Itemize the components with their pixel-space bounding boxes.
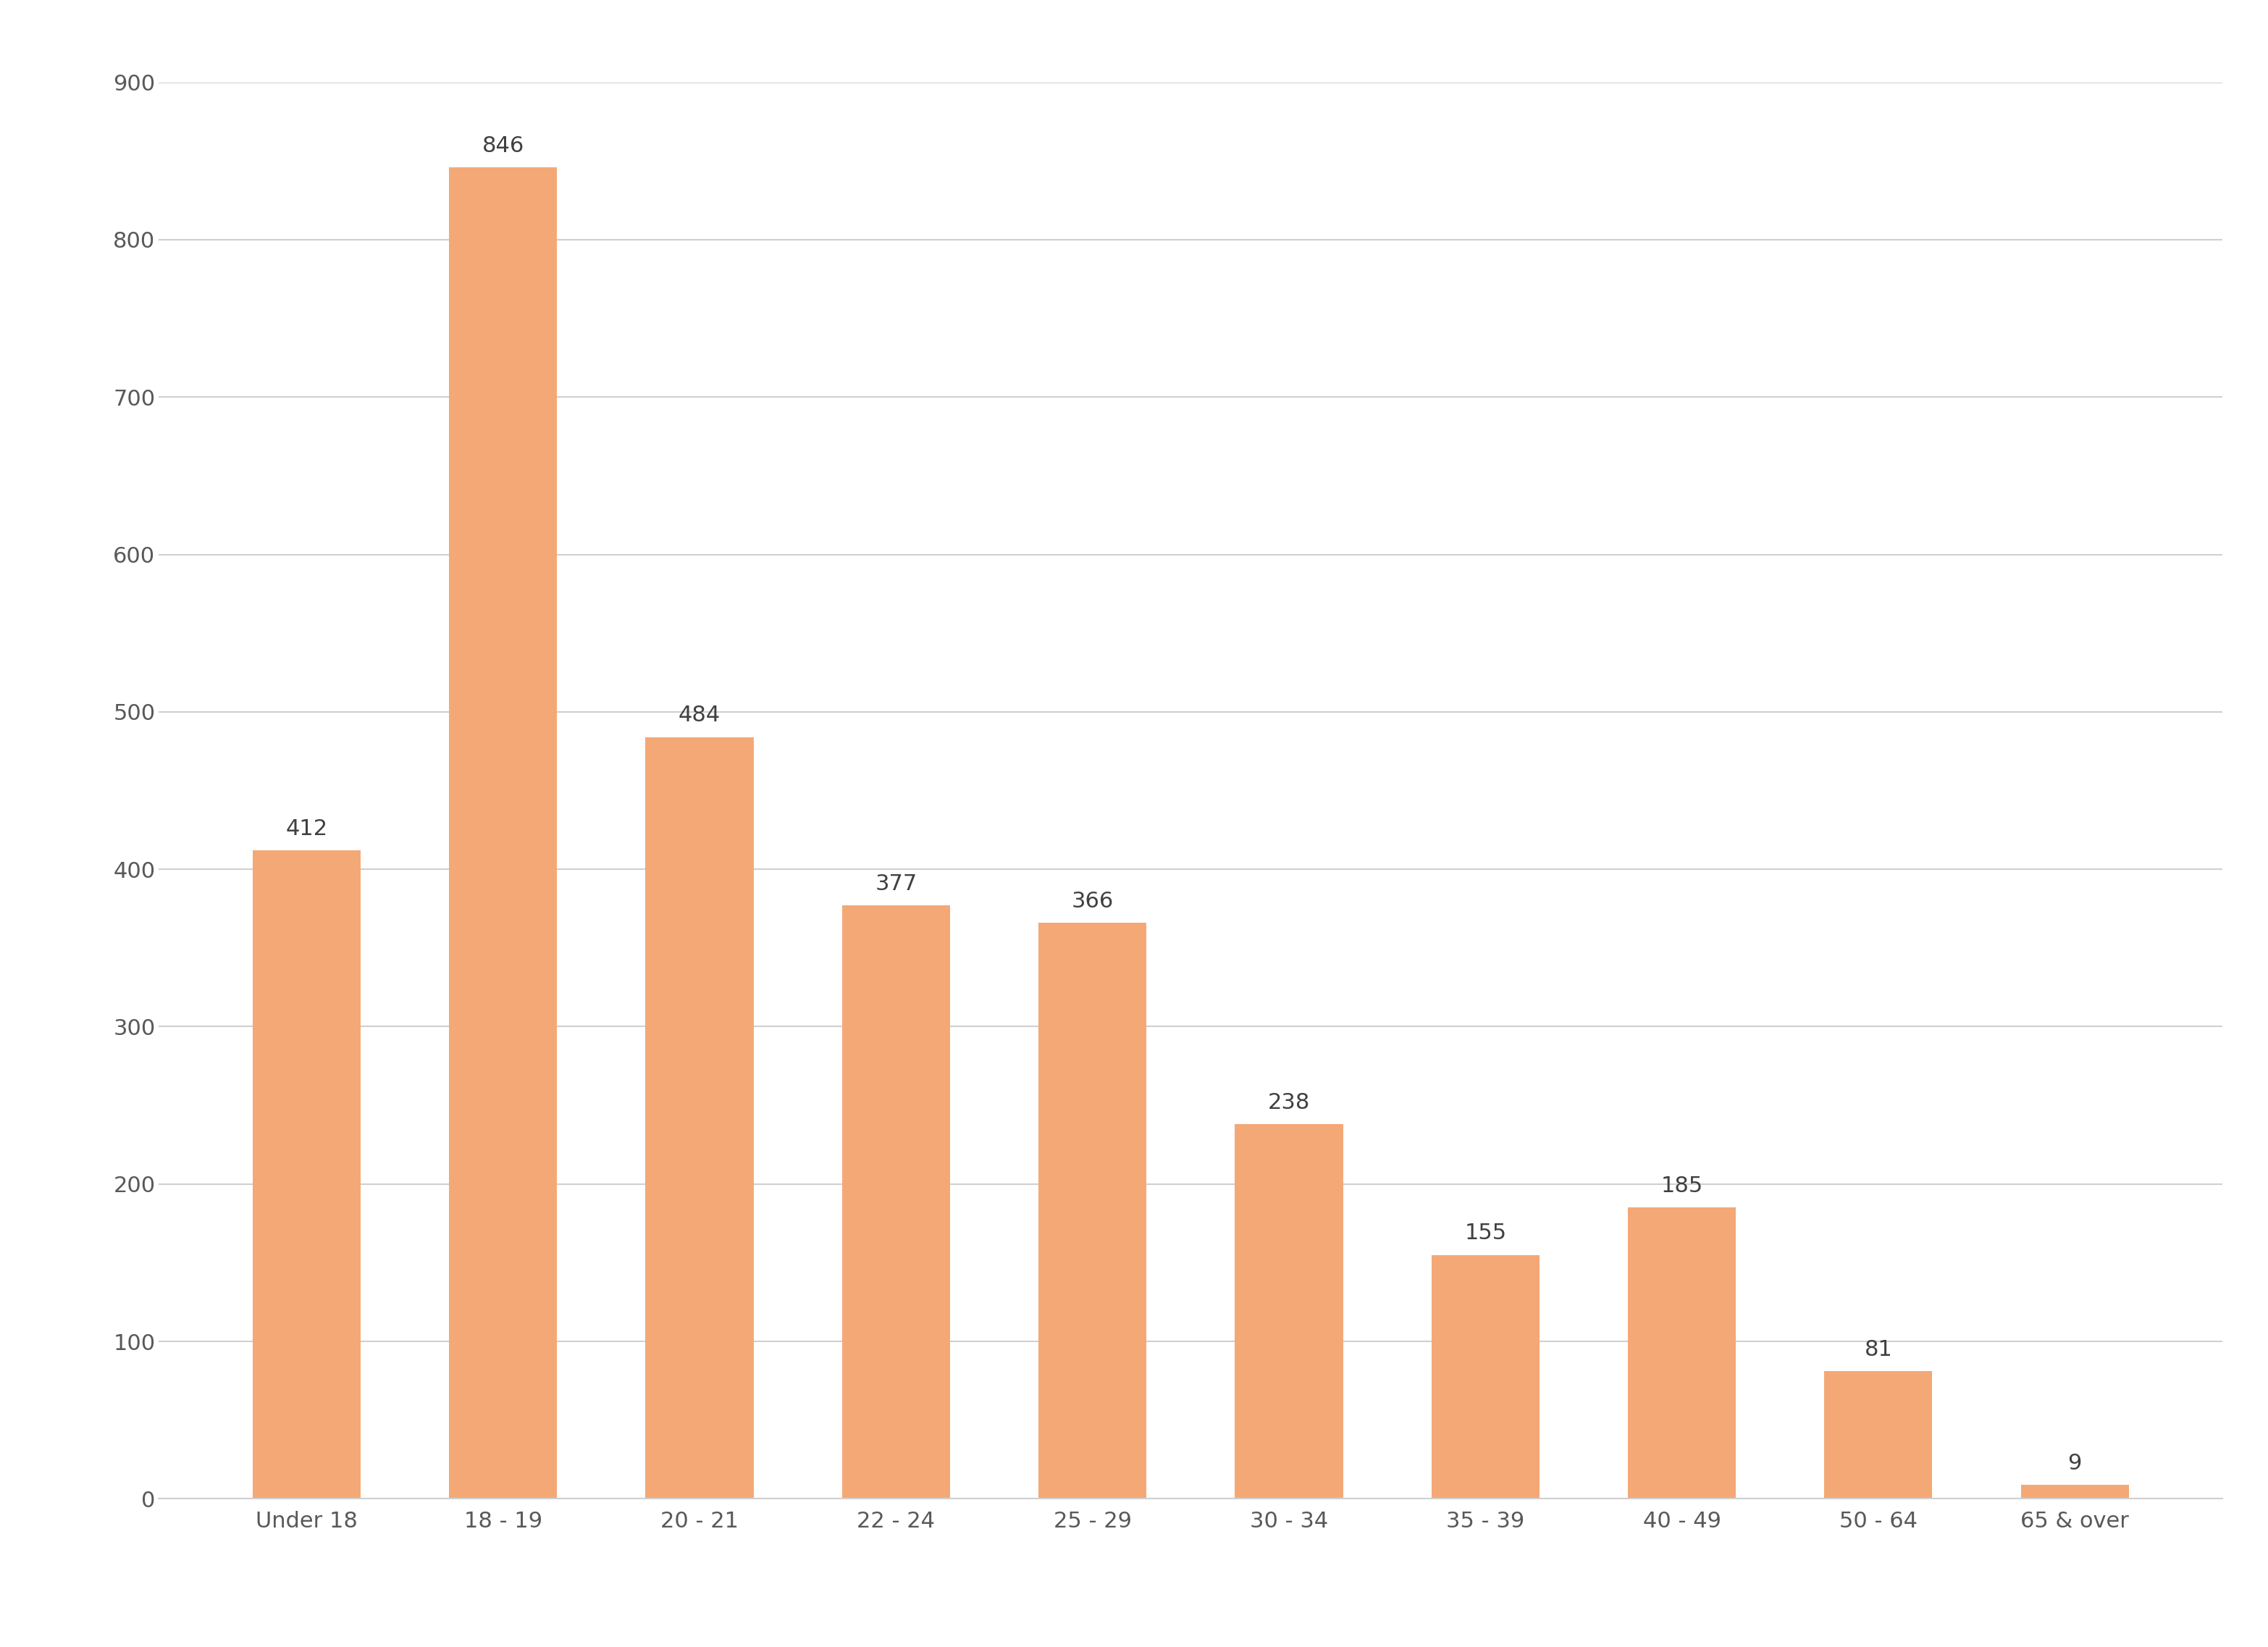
Bar xyxy=(2021,1484,2130,1499)
Text: 185: 185 xyxy=(1660,1176,1703,1197)
Text: 366: 366 xyxy=(1070,891,1114,912)
Bar xyxy=(841,906,950,1499)
Text: 9: 9 xyxy=(2068,1453,2082,1474)
Text: 238: 238 xyxy=(1268,1092,1311,1113)
Bar xyxy=(1628,1207,1735,1499)
Bar xyxy=(1823,1372,1932,1499)
Bar xyxy=(449,168,558,1499)
Text: 377: 377 xyxy=(875,873,916,894)
Bar xyxy=(1039,922,1148,1499)
Text: 484: 484 xyxy=(678,705,721,726)
Bar xyxy=(1234,1125,1343,1499)
Bar xyxy=(252,850,361,1499)
Bar xyxy=(646,738,753,1499)
Text: 846: 846 xyxy=(483,135,524,156)
Text: 81: 81 xyxy=(1864,1339,1892,1360)
Text: 155: 155 xyxy=(1465,1222,1506,1243)
Text: 412: 412 xyxy=(286,819,327,840)
Bar xyxy=(1431,1255,1540,1499)
